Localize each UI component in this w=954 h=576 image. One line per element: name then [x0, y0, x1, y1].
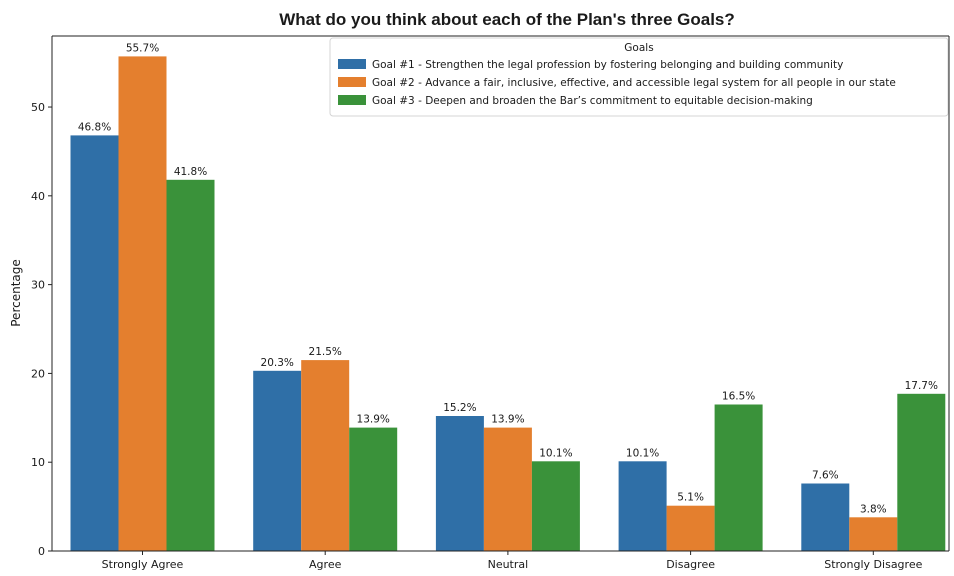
legend-label-goal1: Goal #1 - Strengthen the legal professio… [372, 59, 843, 71]
y-tick-label: 50 [31, 101, 45, 114]
bar-goal2-strongly-agree [118, 56, 167, 552]
bar-goal1-strongly-disagree [801, 483, 850, 551]
y-tick-label: 30 [31, 279, 45, 292]
legend-label-goal2: Goal #2 - Advance a fair, inclusive, eff… [372, 77, 896, 89]
bar-goal2-agree [301, 360, 350, 551]
y-tick-label: 0 [38, 545, 45, 558]
legend-swatch-goal1 [338, 59, 366, 69]
bar-value-label: 7.6% [812, 470, 839, 482]
bar-value-label: 20.3% [261, 357, 294, 369]
y-tick-label: 20 [31, 367, 45, 380]
bar-value-label: 13.9% [491, 414, 524, 426]
bar-goal1-neutral [435, 416, 484, 551]
bar-goal2-disagree [666, 505, 715, 551]
legend-label-goal3: Goal #3 - Deepen and broaden the Bar’s c… [372, 95, 813, 107]
x-tick-label: Agree [309, 558, 342, 571]
bar-goal3-strongly-disagree [897, 393, 946, 551]
bar-value-label: 10.1% [626, 447, 659, 459]
legend: Goals Goal #1 - Strengthen the legal prof… [329, 37, 949, 117]
y-axis-label: Percentage [9, 259, 23, 327]
bar-goal3-strongly-agree [166, 179, 215, 552]
x-tick-label: Neutral [488, 558, 529, 571]
x-tick-label: Strongly Disagree [824, 558, 922, 571]
bar-value-label: 41.8% [174, 166, 207, 178]
legend-swatch-goal3 [338, 95, 366, 105]
bar-value-label: 46.8% [78, 121, 111, 133]
legend-swatch-goal2 [338, 77, 366, 87]
bar-value-label: 3.8% [860, 503, 887, 515]
bar-goal1-strongly-agree [70, 135, 119, 551]
plot-area: 46.8% 20.3% 15.2% 10.1% 7.6% 55.7% 21.5% 13.9% 5… [31, 35, 950, 571]
x-tick-label: Strongly Agree [102, 558, 184, 571]
bar-value-label: 5.1% [677, 492, 704, 504]
bar-value-label: 17.7% [905, 380, 938, 392]
y-tick-label: 10 [31, 456, 45, 469]
bar-value-label: 15.2% [443, 402, 476, 414]
chart-title: What do you think about each of the Plan… [279, 10, 735, 29]
bar-value-label: 55.7% [126, 42, 159, 54]
bar-value-label: 10.1% [539, 447, 572, 459]
x-tick-label: Disagree [666, 558, 715, 571]
bar-goal2-strongly-disagree [849, 517, 898, 551]
y-tick-label: 40 [31, 190, 45, 203]
bar-value-label: 21.5% [309, 346, 342, 358]
bar-value-label: 16.5% [722, 391, 755, 403]
bar-goal3-neutral [531, 461, 580, 551]
bar-value-label: 13.9% [357, 414, 390, 426]
bar-goal2-neutral [483, 427, 532, 551]
bar-goal1-disagree [618, 461, 667, 551]
bar-goal3-disagree [714, 404, 763, 551]
legend-box [329, 37, 949, 117]
legend-title: Goals [624, 42, 653, 54]
bar-goal3-agree [349, 427, 398, 551]
bar-goal1-agree [253, 370, 302, 552]
